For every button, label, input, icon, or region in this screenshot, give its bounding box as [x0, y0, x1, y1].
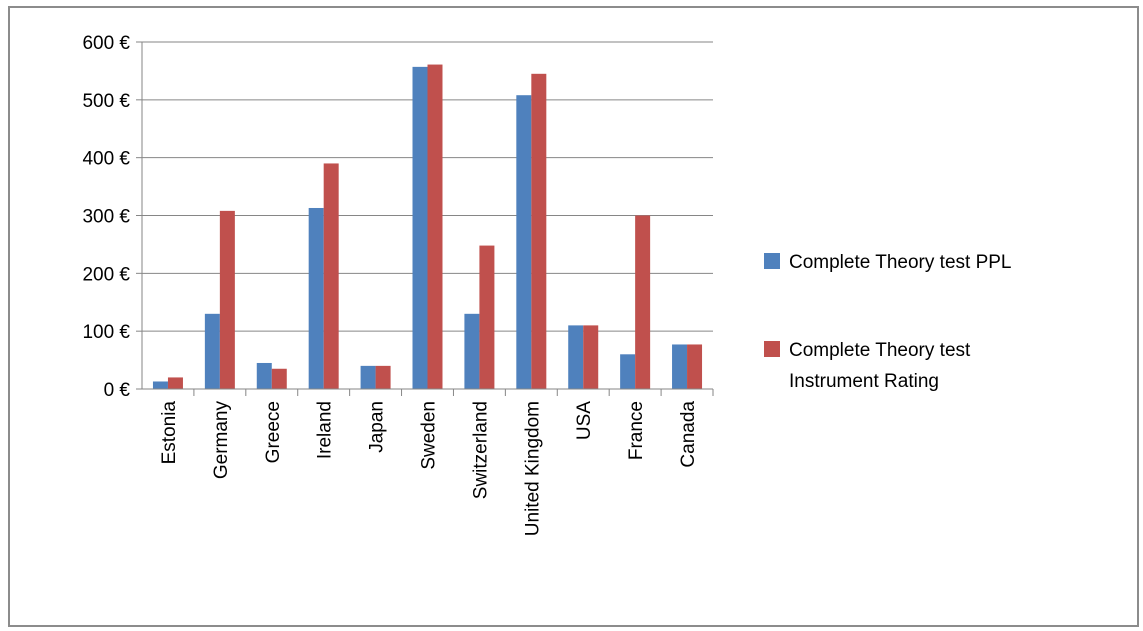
x-tick-label: Ireland [315, 401, 336, 459]
bar-instrument-greece [271, 368, 287, 389]
y-tick-label: 400 € [82, 149, 130, 170]
y-tick-label: 0 € [104, 380, 131, 401]
y-tick-label: 300 € [82, 207, 130, 228]
y-tick-label: 600 € [82, 33, 130, 54]
bar-instrument-usa [583, 325, 599, 389]
bar-instrument-sweden [427, 64, 443, 390]
x-tick-label: Sweden [419, 401, 440, 470]
bar-instrument-ireland [323, 163, 339, 389]
x-tick-labels: Estonia Germany Greece Ireland Japan Sweden Sw… [159, 401, 699, 537]
bar-instrument-germany [219, 210, 235, 389]
x-tick-label: Canada [678, 401, 699, 468]
bar-ppl-ireland [308, 207, 324, 389]
x-tick-label: Germany [211, 401, 232, 480]
x-tick-label: Estonia [159, 401, 180, 465]
bar-instrument-switzerland [479, 245, 495, 389]
bar-instrument-japan [375, 365, 391, 389]
x-tick-label: France [626, 401, 647, 460]
bar-ppl-germany [204, 313, 220, 389]
bar-ppl-france [620, 354, 636, 389]
bar-ppl-estonia [152, 381, 168, 389]
legend-label: Instrument Rating [789, 371, 939, 392]
x-tick-label: Japan [367, 401, 388, 453]
bar-ppl-canada [672, 344, 688, 389]
bar-ppl-greece [256, 362, 272, 389]
x-tick-label: United Kingdom [522, 401, 543, 536]
axes [136, 41, 714, 396]
legend-label: Complete Theory test PPL [789, 252, 1011, 273]
bar-instrument-united-kingdom [531, 73, 547, 389]
bar-ppl-switzerland [464, 313, 480, 389]
y-tick-label: 500 € [82, 91, 130, 112]
bar-ppl-japan [360, 365, 376, 389]
legend-swatch [764, 253, 780, 269]
x-tick-label: USA [574, 401, 595, 440]
legend-swatch [764, 341, 780, 357]
bar-instrument-canada [687, 344, 703, 389]
x-tick-label: Switzerland [470, 401, 491, 499]
bars [152, 64, 703, 390]
bar-instrument-estonia [167, 377, 183, 389]
legend-label: Complete Theory test [789, 340, 971, 361]
y-tick-label: 100 € [82, 322, 130, 343]
bar-ppl-sweden [412, 66, 428, 389]
y-tick-labels: 0 € 100 € 200 € 300 € 400 € 500 € 600 € [82, 33, 130, 401]
chart-frame [8, 6, 1139, 627]
bar-ppl-united-kingdom [516, 95, 532, 389]
x-tick-label: Greece [263, 401, 284, 463]
y-tick-label: 200 € [82, 264, 130, 285]
bar-ppl-usa [568, 325, 584, 389]
bar-instrument-france [635, 215, 651, 389]
legend: Complete Theory test PPL Complete Theory … [764, 252, 1011, 392]
